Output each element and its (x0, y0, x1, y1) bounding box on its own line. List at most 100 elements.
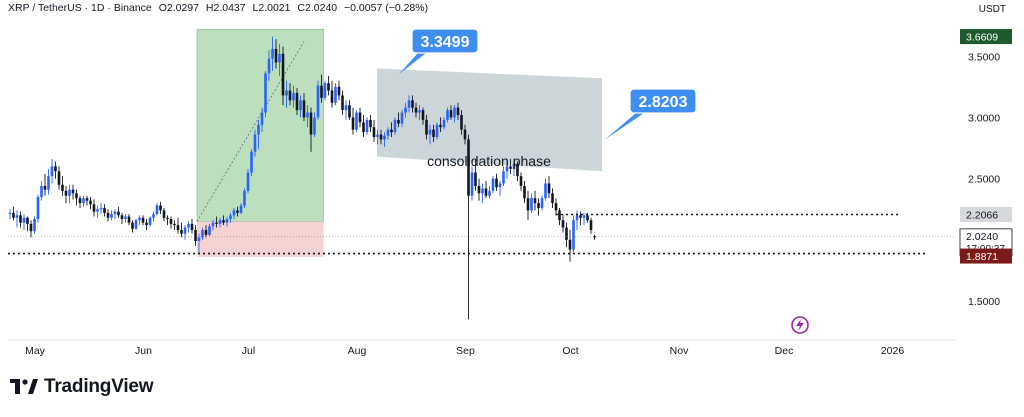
candle-body (365, 119, 369, 133)
candle (89, 196, 92, 210)
candle (484, 181, 488, 199)
candle-body (152, 214, 155, 218)
consolidation-box (377, 68, 602, 172)
candle (85, 195, 89, 206)
x-tick-label: 2026 (881, 345, 905, 357)
candle (75, 189, 78, 206)
tradingview-logo[interactable]: TradingView (10, 376, 154, 398)
trade-diagonal-line (196, 41, 305, 222)
candle (243, 188, 246, 208)
symbol-title[interactable]: XRP / TetherUS · 1D · Binance (8, 2, 152, 14)
high-price-badge: 3.6609 (960, 29, 1012, 45)
candle-body (236, 210, 239, 213)
candle-body (467, 139, 470, 196)
candle (61, 176, 64, 196)
candle (551, 188, 554, 208)
candle (110, 210, 113, 221)
candle (159, 201, 162, 215)
candle-body (229, 215, 232, 219)
candle (533, 190, 537, 211)
candle-body (551, 193, 554, 204)
position-zones (196, 29, 602, 257)
candle (106, 209, 110, 222)
candle (474, 159, 477, 191)
candle (152, 211, 155, 222)
candle (316, 80, 320, 120)
candle (323, 80, 327, 101)
candle (579, 211, 582, 226)
candle-body (264, 73, 267, 113)
candle (99, 203, 103, 215)
candle (442, 117, 446, 130)
candle-body (470, 172, 474, 196)
candle-body (302, 100, 306, 118)
candle-body (68, 189, 71, 196)
candle (530, 193, 533, 213)
candle-body (502, 171, 505, 184)
candle (554, 198, 558, 216)
candle-body (75, 193, 78, 199)
candle (491, 176, 495, 194)
brand-name: TradingView (44, 376, 154, 397)
candle-body (176, 225, 180, 230)
candle (537, 198, 540, 216)
candle (509, 159, 512, 174)
candle-body (491, 178, 495, 191)
candle-body (145, 222, 148, 226)
candle-body (351, 117, 355, 130)
candle-body (582, 215, 586, 218)
candle (288, 83, 292, 106)
candle (502, 166, 505, 186)
candle-body (278, 53, 281, 63)
breakdown-callout: 2.8203 (605, 88, 697, 140)
candle (250, 149, 253, 177)
candle-body (428, 129, 432, 135)
candle-body (348, 105, 351, 118)
candle-body (61, 184, 64, 191)
currency-label[interactable]: USDT (978, 4, 1006, 15)
candle-body (575, 215, 579, 221)
candle-body (260, 112, 264, 125)
candle-body (390, 129, 393, 133)
candle (43, 173, 47, 196)
candle (561, 215, 565, 233)
candle-body (568, 239, 572, 250)
candle (267, 50, 271, 81)
candle-body (117, 211, 120, 216)
candle-body (257, 124, 260, 135)
candle-body (435, 124, 439, 138)
candle (12, 206, 15, 221)
candle-body (197, 237, 201, 242)
candle (477, 178, 481, 201)
candle (78, 195, 82, 208)
candle-body (78, 198, 82, 204)
x-tick-label: Oct (562, 345, 578, 357)
candle (215, 216, 218, 228)
candle (369, 114, 372, 133)
candle (285, 80, 288, 108)
candle-body (344, 105, 348, 111)
candle-body (393, 119, 397, 133)
candle-body (106, 212, 110, 218)
candle (232, 207, 236, 219)
resistance-price-badge: 2.2066 (960, 207, 1012, 223)
ohlc-close: C2.0240 (297, 2, 338, 14)
candle (8, 209, 12, 219)
candle (246, 168, 250, 194)
candle (526, 190, 530, 221)
candle-body (323, 83, 327, 98)
candle-body (341, 95, 344, 111)
candle (141, 215, 145, 226)
candle-body (218, 220, 222, 224)
candle (362, 114, 365, 138)
y-tick-label: 3.0000 (968, 112, 1000, 124)
candle-body (138, 217, 141, 221)
candle-body (204, 230, 208, 235)
candle (15, 210, 19, 228)
candle (320, 74, 323, 103)
candle (568, 230, 572, 262)
candle (71, 184, 75, 200)
ohlc-open: O2.0297 (158, 2, 199, 14)
